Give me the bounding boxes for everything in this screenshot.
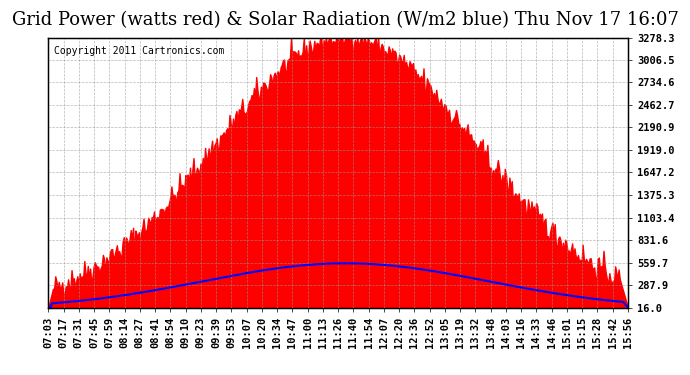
Text: Copyright 2011 Cartronics.com: Copyright 2011 Cartronics.com <box>54 46 224 56</box>
Text: Grid Power (watts red) & Solar Radiation (W/m2 blue) Thu Nov 17 16:07: Grid Power (watts red) & Solar Radiation… <box>12 11 678 29</box>
